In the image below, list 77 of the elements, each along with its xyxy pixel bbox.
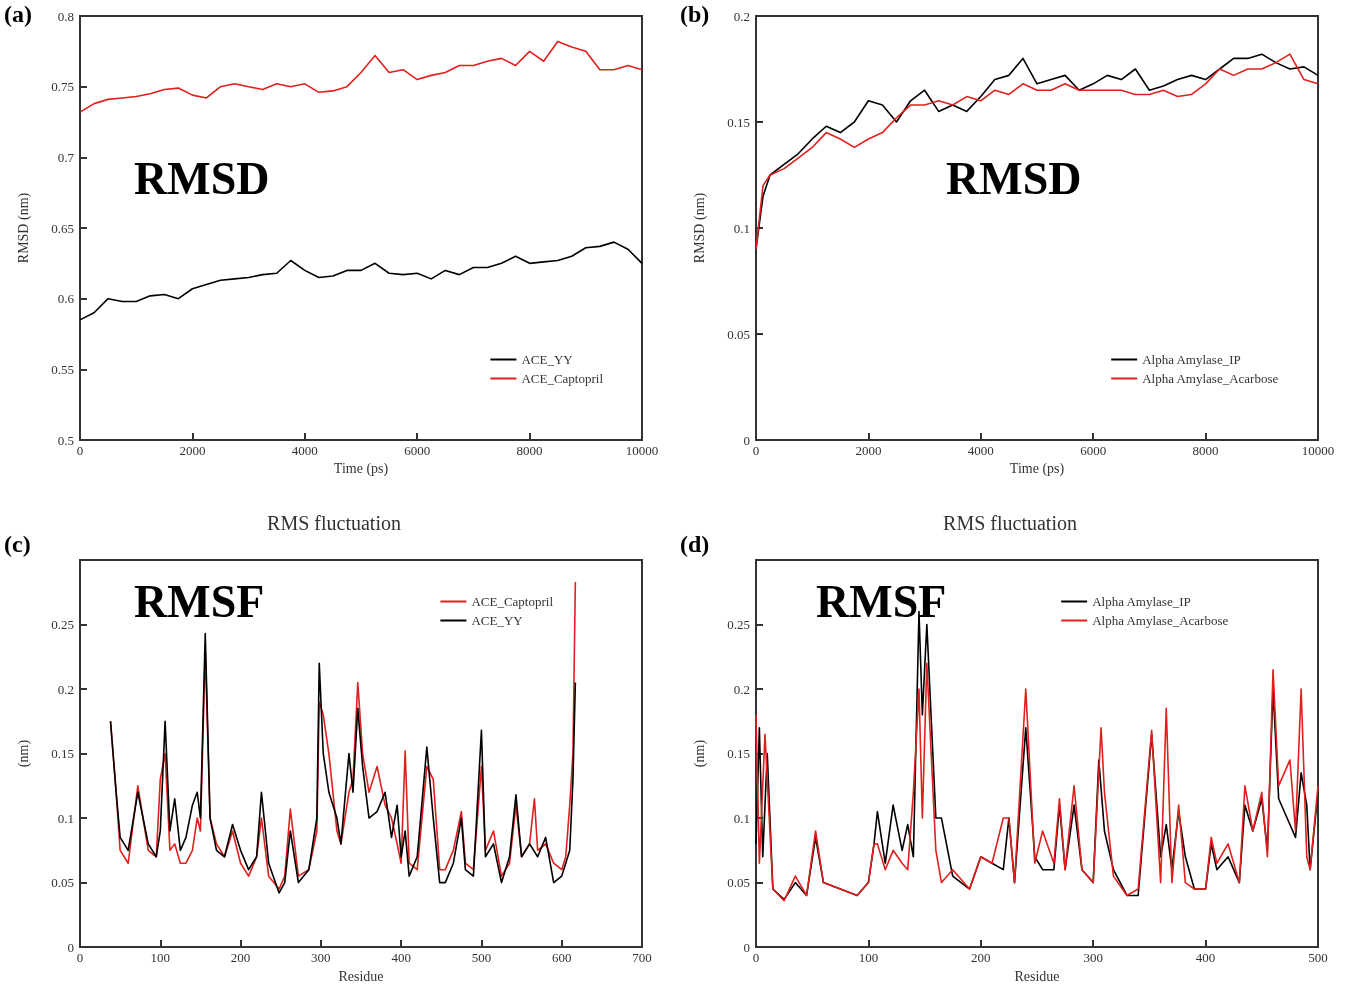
text: (a) (4, 1, 32, 27)
legend-label: Alpha Amylase_IP (1092, 594, 1191, 609)
y-tick-label: 0.65 (51, 220, 74, 236)
y-tick-label: 0.1 (733, 810, 750, 826)
x-tick-label: 6000 (404, 443, 431, 458)
legend-label: ACE_Captopril (471, 594, 554, 609)
x-tick-label: 8000 (1192, 443, 1219, 458)
y-tick-label: 0.25 (51, 617, 74, 633)
x-tick-label: 4000 (967, 443, 994, 458)
line-series (755, 53, 1319, 250)
x-tick-label: 500 (471, 950, 492, 966)
y-tick-label: 0.15 (727, 114, 750, 130)
chart-title: RMS fluctuation (943, 512, 1077, 534)
x-axis-title: Time (ps) (1009, 461, 1065, 478)
legend-label: Alpha Amylase_Acarbose (1092, 613, 1229, 628)
x-tick-label: 400 (1195, 950, 1216, 966)
y-tick-label: 0.05 (51, 875, 74, 891)
x-tick-label: 500 (1308, 950, 1328, 966)
x-tick-label: 700 (632, 950, 652, 966)
line-series (755, 662, 1319, 902)
x-tick-label: 100 (858, 950, 879, 966)
text: (d) (680, 531, 710, 557)
y-tick-label: 0.1 (57, 810, 74, 826)
x-axis-title: Residue (1014, 968, 1060, 984)
x-tick-label: 300 (311, 950, 331, 966)
x-tick-label: 200 (971, 950, 991, 966)
y-tick-label: 0.2 (57, 681, 74, 697)
legend-label: ACE_Captopril (521, 371, 604, 386)
x-tick-label: 2000 (855, 443, 882, 458)
x-tick-label: 2000 (179, 443, 206, 458)
y-tick-label: 0.2 (733, 8, 750, 24)
y-tick-label: 0.2 (733, 681, 750, 697)
annotation: RMSD (134, 152, 270, 204)
annotation: RMSF (816, 575, 947, 627)
line-series (109, 632, 577, 894)
y-tick-label: 0.55 (51, 361, 74, 377)
line-series (79, 241, 643, 321)
x-tick-label: 10000 (625, 443, 659, 458)
annotation: RMSD (946, 152, 1082, 204)
x-tick-label: 4000 (291, 443, 318, 458)
y-tick-label: 0.6 (57, 291, 75, 307)
legend-label: Alpha Amylase_Acarbose (1142, 371, 1279, 386)
legend-label: ACE_YY (471, 613, 524, 628)
annotation: RMSF (134, 575, 265, 627)
x-axis-title: Residue (338, 968, 384, 984)
y-axis-title: (nm) (15, 739, 32, 768)
x-tick-label: 8000 (516, 443, 543, 458)
text: (c) (4, 531, 31, 557)
text: (b) (680, 1, 710, 27)
line-series (79, 40, 643, 113)
y-tick-label: 0.8 (57, 8, 74, 24)
y-tick-label: 0.05 (727, 326, 750, 342)
y-tick-label: 0 (743, 939, 750, 955)
y-tick-label: 0.1 (733, 220, 750, 236)
x-tick-label: 6000 (1080, 443, 1107, 458)
y-axis-title: RMSD (nm) (691, 192, 708, 264)
y-axis-title: (nm) (691, 739, 708, 768)
y-tick-label: 0.15 (727, 746, 750, 762)
chart-title: RMS fluctuation (267, 512, 401, 534)
x-tick-label: 100 (150, 950, 171, 966)
x-tick-label: 10000 (1301, 443, 1335, 458)
x-tick-label: 300 (1083, 950, 1103, 966)
x-axis-title: Time (ps) (333, 461, 389, 478)
y-tick-label: 0.75 (51, 79, 74, 95)
y-tick-label: 0.15 (51, 746, 74, 762)
legend-label: ACE_YY (521, 352, 574, 367)
y-tick-label: 0 (743, 432, 750, 448)
y-tick-label: 0.7 (57, 149, 75, 165)
x-tick-label: 600 (551, 950, 572, 966)
y-axis-title: RMSD (nm) (15, 192, 32, 264)
legend-label: Alpha Amylase_IP (1142, 352, 1241, 367)
x-tick-label: 400 (391, 950, 411, 966)
y-tick-label: 0.5 (57, 432, 74, 448)
x-tick-label: 200 (230, 950, 251, 966)
y-tick-label: 0.25 (727, 617, 750, 633)
y-tick-label: 0.05 (727, 875, 750, 891)
y-tick-label: 0 (67, 939, 74, 955)
